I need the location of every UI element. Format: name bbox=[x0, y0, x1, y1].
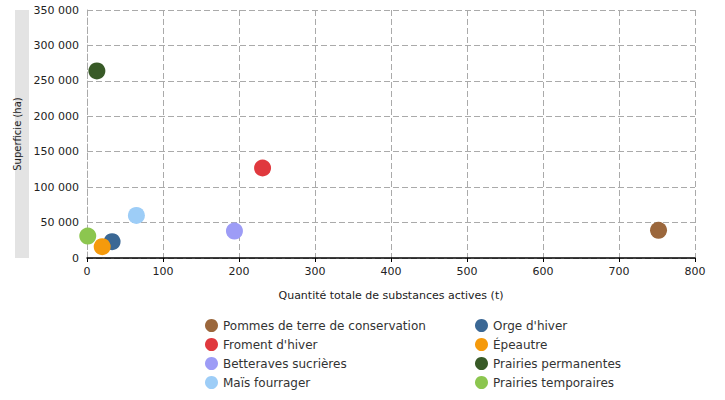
svg-text:Prairies permanentes: Prairies permanentes bbox=[493, 357, 621, 371]
svg-text:100 000: 100 000 bbox=[34, 181, 80, 194]
svg-text:350 000: 350 000 bbox=[34, 4, 80, 17]
svg-text:200 000: 200 000 bbox=[34, 110, 80, 123]
svg-text:Superficie (ha): Superficie (ha) bbox=[12, 97, 23, 171]
svg-text:150 000: 150 000 bbox=[34, 145, 80, 158]
svg-text:700: 700 bbox=[609, 265, 630, 278]
svg-text:400: 400 bbox=[381, 265, 402, 278]
svg-text:50 000: 50 000 bbox=[41, 216, 80, 229]
svg-text:Froment d'hiver: Froment d'hiver bbox=[223, 338, 318, 352]
svg-text:300: 300 bbox=[305, 265, 326, 278]
svg-text:250 000: 250 000 bbox=[34, 74, 80, 87]
svg-text:Pommes de terre de conservatio: Pommes de terre de conservation bbox=[223, 319, 426, 333]
svg-text:Betteraves sucrières: Betteraves sucrières bbox=[223, 357, 347, 371]
svg-text:800: 800 bbox=[685, 265, 706, 278]
svg-text:500: 500 bbox=[457, 265, 478, 278]
svg-text:0: 0 bbox=[72, 252, 79, 265]
svg-text:Prairies temporaires: Prairies temporaires bbox=[493, 376, 614, 390]
svg-text:Épeautre: Épeautre bbox=[493, 337, 547, 352]
svg-text:0: 0 bbox=[84, 265, 91, 278]
svg-text:Quantité totale de substances: Quantité totale de substances actives (t… bbox=[279, 289, 504, 302]
svg-text:300 000: 300 000 bbox=[34, 39, 80, 52]
svg-text:200: 200 bbox=[229, 265, 250, 278]
svg-text:Orge d'hiver: Orge d'hiver bbox=[493, 319, 567, 333]
svg-text:600: 600 bbox=[533, 265, 554, 278]
svg-text:Maïs fourrager: Maïs fourrager bbox=[223, 376, 310, 390]
svg-text:100: 100 bbox=[153, 265, 174, 278]
